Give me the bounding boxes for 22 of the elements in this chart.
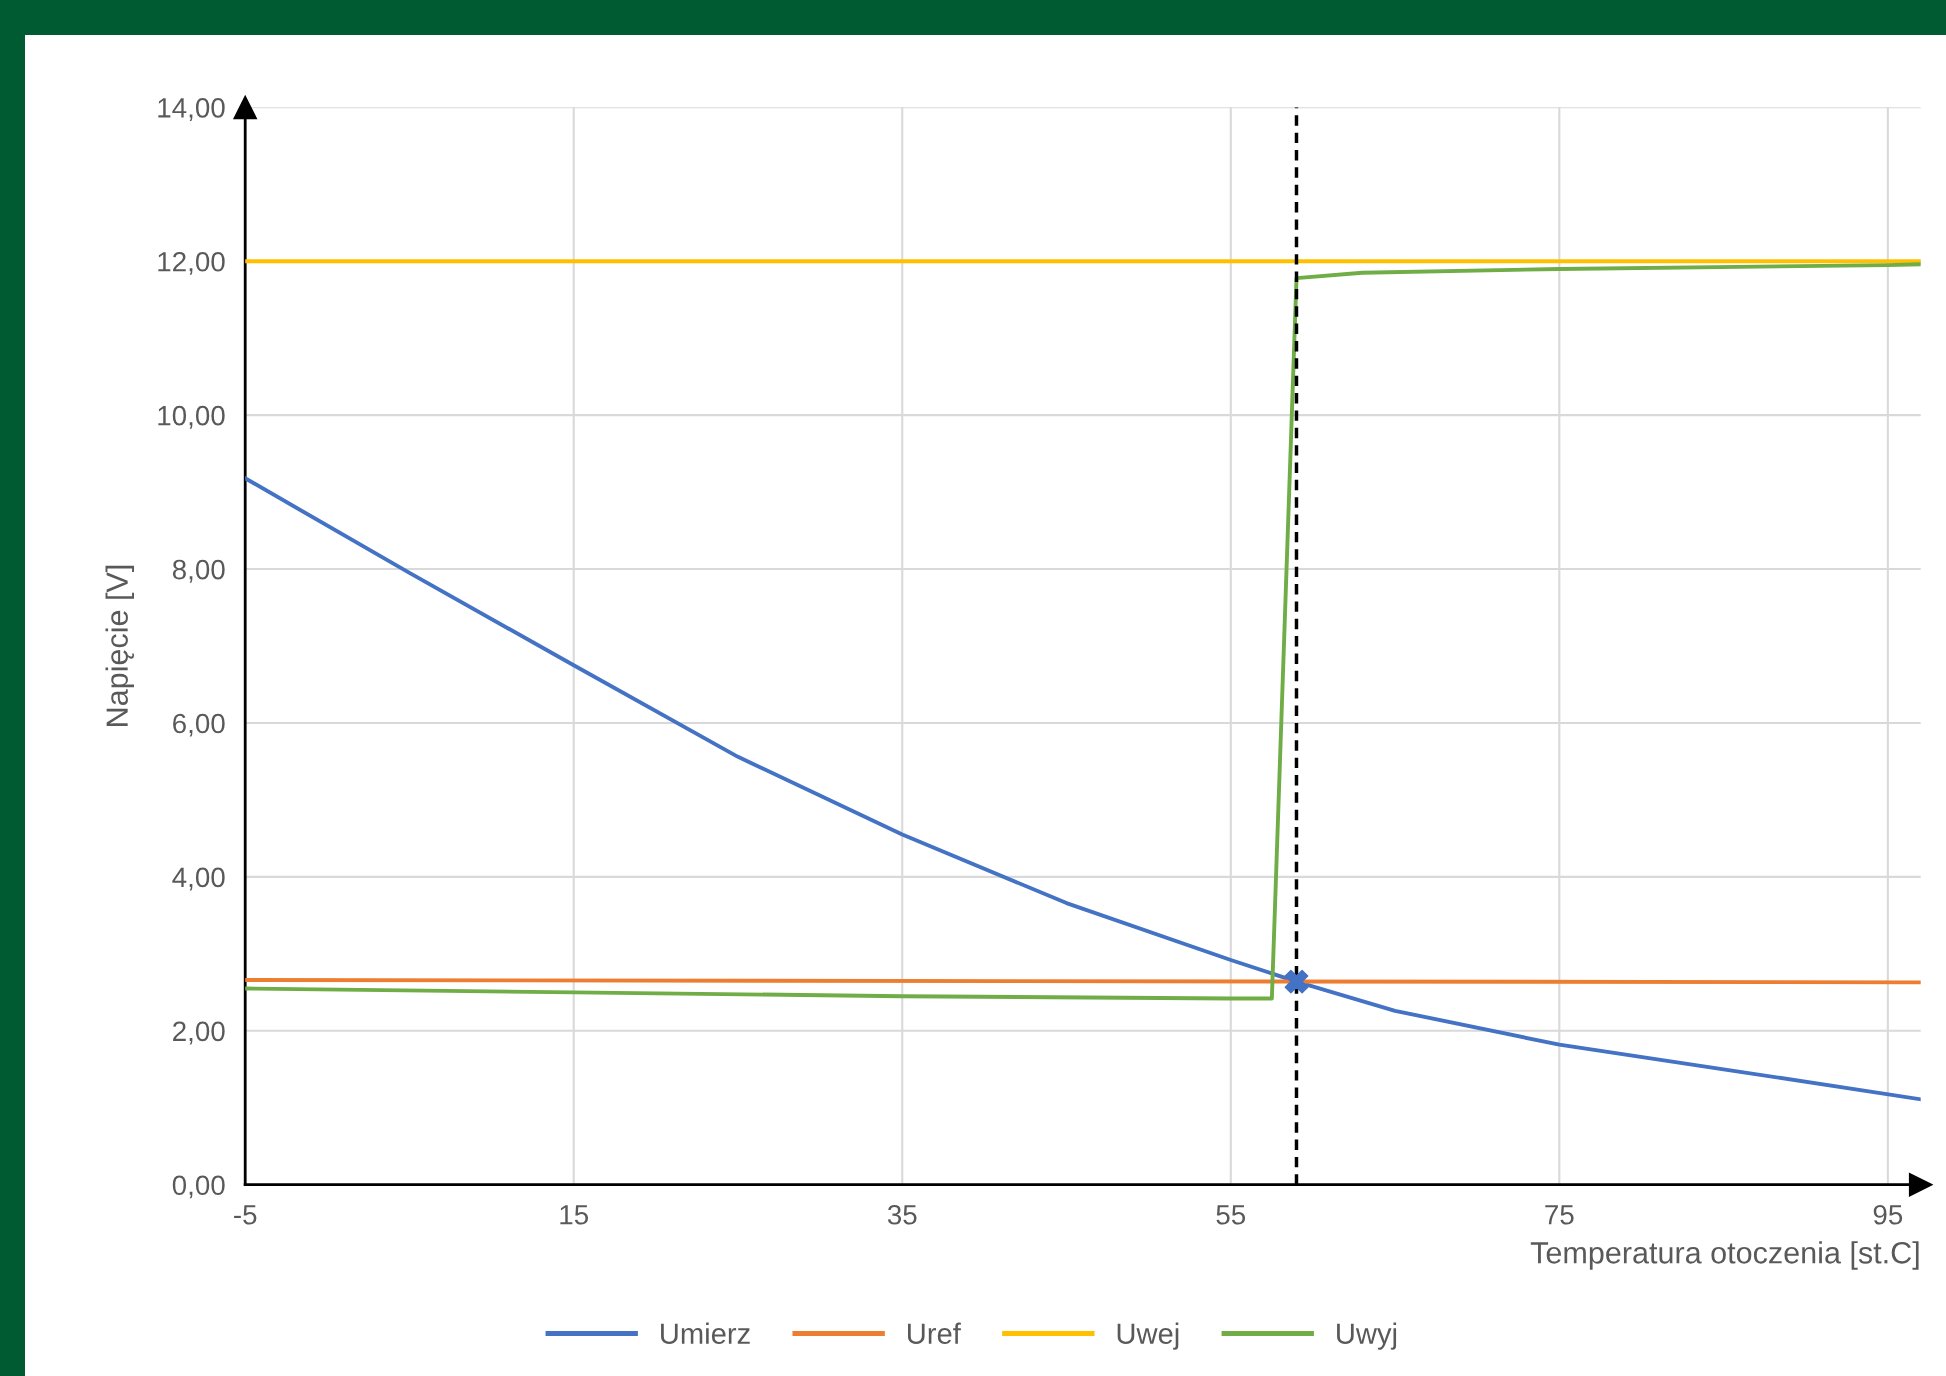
x-tick-label: -5 [234, 1205, 257, 1225]
y-tick-label: 12,00 [158, 251, 225, 275]
y-axis-title: Napięcie [V] [105, 565, 135, 726]
legend-label: Umierz [661, 1322, 750, 1344]
x-tick-label: 35 [887, 1204, 917, 1225]
x-tick-label: 55 [1216, 1205, 1246, 1225]
legend-label: Uwej [1117, 1322, 1179, 1350]
y-tick-label: 2,00 [173, 1021, 225, 1045]
legend-label: Uwyj [1337, 1322, 1397, 1350]
x-tick-label: 15 [560, 1205, 589, 1225]
legend-label: Uref [907, 1322, 961, 1344]
y-tick-label: 6,00 [173, 713, 225, 737]
y-tick-label: 14,00 [158, 98, 225, 121]
y-tick-label: 8,00 [172, 559, 225, 583]
x-tick-label: 95 [1873, 1204, 1903, 1225]
x-tick-label: 75 [1545, 1205, 1574, 1225]
line-series [245, 262, 1921, 1001]
line-series [245, 476, 1921, 1102]
x-axis-title: Temperatura otoczenia [st.C] [1530, 1241, 1919, 1270]
y-tick-label: 10,00 [158, 405, 225, 429]
y-tick-label: 4,00 [172, 867, 225, 891]
y-tick-label: 0,00 [172, 1175, 225, 1199]
